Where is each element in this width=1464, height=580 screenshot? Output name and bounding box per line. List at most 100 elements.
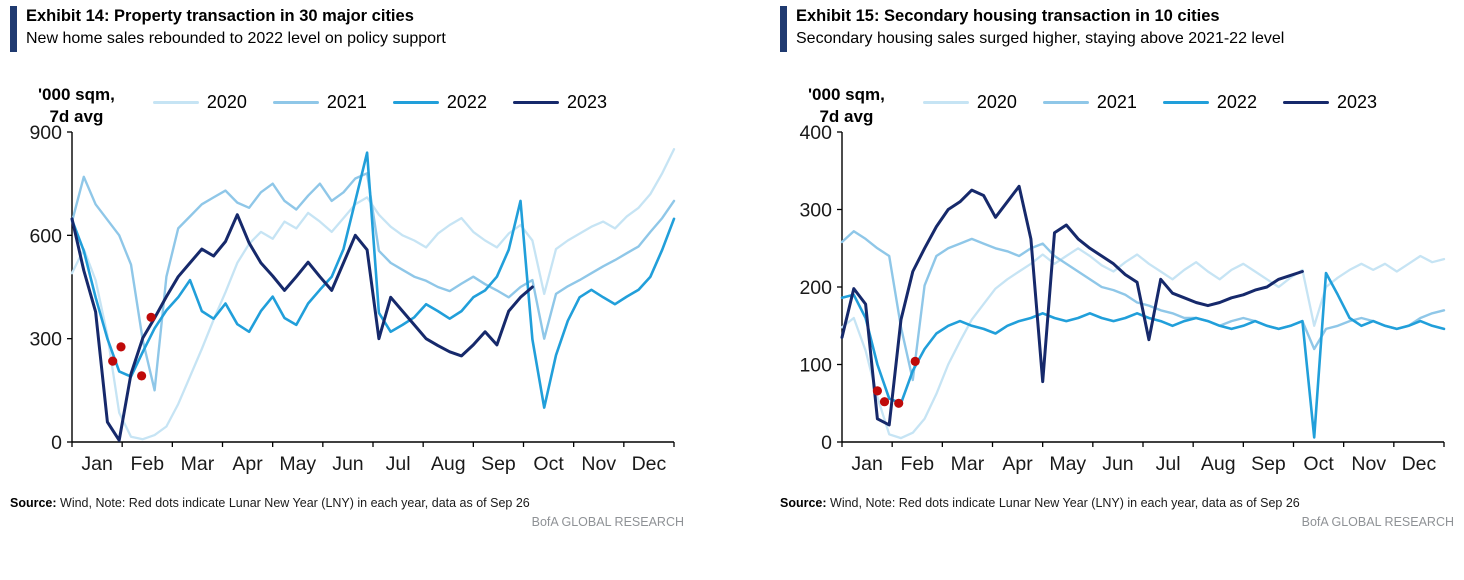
y-tick-label-200: 200 <box>799 277 832 299</box>
x-tick-label-Jan: Jan <box>851 453 882 475</box>
legend-swatch-2020 <box>922 100 969 105</box>
x-tick-label-Aug: Aug <box>431 453 466 475</box>
legend-swatch-2020 <box>152 100 199 105</box>
y-tick-label-100: 100 <box>799 355 832 377</box>
legend-swatch-2022 <box>392 100 439 105</box>
x-tick-label-Aug: Aug <box>1201 453 1236 475</box>
chart-top-row: '000 sqm, 7d avg 2020 2021 2022 2023 <box>10 84 688 128</box>
x-tick-label-Oct: Oct <box>533 453 564 475</box>
exhibit-15-panel: Exhibit 15: Secondary housing transactio… <box>780 6 1458 529</box>
legend-item-2020: 2020 <box>152 92 247 113</box>
exhibit-14-header: Exhibit 14: Property transaction in 30 m… <box>10 6 688 52</box>
chart-top-row: '000 sqm, 7d avg 2020 2021 2022 2023 <box>780 84 1458 128</box>
x-tick-label-Jun: Jun <box>332 453 363 475</box>
y-tick-label-900: 900 <box>29 122 62 144</box>
brand-label: BofA GLOBAL RESEARCH <box>1301 515 1454 530</box>
legend-label: 2023 <box>566 92 607 112</box>
x-tick-label-Feb: Feb <box>130 453 164 475</box>
legend-label: 2022 <box>1216 92 1257 112</box>
x-tick-label-Nov: Nov <box>581 453 616 475</box>
exhibit-15-header: Exhibit 15: Secondary housing transactio… <box>780 6 1458 52</box>
x-tick-label-Mar: Mar <box>181 453 215 475</box>
x-tick-label-May: May <box>1049 453 1086 475</box>
x-tick-label-Sep: Sep <box>1251 453 1286 475</box>
lny-dot-2023 <box>108 356 118 366</box>
y-tick-label-400: 400 <box>799 122 832 144</box>
x-tick-label-May: May <box>279 453 316 475</box>
legend-swatch-2023 <box>1282 100 1329 105</box>
header-text: Exhibit 15: Secondary housing transactio… <box>796 6 1284 52</box>
exhibit-subtitle: New home sales rebounded to 2022 level o… <box>26 30 446 48</box>
line-chart-property-transactions-30-cities: Jan Feb Mar Apr May Jun Jul Aug Sep Oct Nov Dec 0 300… <box>29 122 676 475</box>
exhibit-14-panel: Exhibit 14: Property transaction in 30 m… <box>10 6 688 529</box>
x-tick-label-Dec: Dec <box>632 453 667 475</box>
y-tick-label-300: 300 <box>799 200 832 222</box>
page: Exhibit 14: Property transaction in 30 m… <box>10 6 1458 529</box>
lny-dot-2020 <box>872 386 882 396</box>
x-tick-label-Jul: Jul <box>1156 453 1181 475</box>
exhibit-title: Exhibit 15: Secondary housing transactio… <box>796 7 1220 25</box>
y-tick-label-0: 0 <box>821 432 832 454</box>
source-label: Source: <box>10 496 57 511</box>
series-line-2021 <box>70 172 676 392</box>
legend-swatch-2021 <box>272 100 319 105</box>
series-line-2023 <box>840 184 1304 427</box>
legend-item-2022: 2022 <box>1162 92 1257 113</box>
exhibit-subtitle: Secondary housing sales surged higher, s… <box>796 30 1285 48</box>
y-tick-label-300: 300 <box>29 329 62 351</box>
lny-dot-2021 <box>146 312 156 323</box>
source-text: Wind, Note: Red dots indicate Lunar New … <box>56 496 530 511</box>
series-line-2022 <box>840 271 1446 439</box>
y-unit-line1: '000 sqm, <box>808 85 885 104</box>
accent-bar <box>780 6 787 52</box>
line-chart-secondary-housing-10-cities: Jan Feb Mar Apr May Jun Jul Aug Sep Oct Nov Dec 0 100… <box>799 122 1446 475</box>
source-text: Wind, Note: Red dots indicate Lunar New … <box>826 496 1300 511</box>
legend-label: 2020 <box>976 92 1017 112</box>
x-tick-label-Apr: Apr <box>1002 453 1033 475</box>
lny-dot-2023 <box>879 397 890 407</box>
x-tick-label-Feb: Feb <box>900 453 934 475</box>
x-tick-label-Dec: Dec <box>1402 453 1437 475</box>
source-label: Source: <box>780 496 827 511</box>
source-note: Source: Wind, Note: Red dots indicate Lu… <box>10 496 688 510</box>
series-line-2023 <box>70 213 534 442</box>
legend-item-2023: 2023 <box>1282 92 1377 113</box>
x-tick-label-Jun: Jun <box>1102 453 1133 475</box>
header-text: Exhibit 14: Property transaction in 30 m… <box>26 6 446 52</box>
accent-bar <box>10 6 17 52</box>
x-tick-label-Jul: Jul <box>386 453 411 475</box>
legend: 2020 2021 2022 2023 <box>922 92 1377 113</box>
y-axis-unit-label: '000 sqm, 7d avg <box>38 84 115 128</box>
lny-dot-2022 <box>894 398 904 409</box>
y-unit-line1: '000 sqm, <box>38 85 115 104</box>
x-tick-label-Oct: Oct <box>1303 453 1334 475</box>
lny-dot-2022 <box>137 371 147 381</box>
legend-label: 2020 <box>206 92 247 112</box>
legend-item-2021: 2021 <box>1042 92 1137 113</box>
legend-item-2023: 2023 <box>512 92 607 113</box>
x-tick-label-Nov: Nov <box>1351 453 1386 475</box>
legend-swatch-2023 <box>512 100 559 105</box>
y-unit-line2: 7d avg <box>819 107 874 127</box>
legend-label: 2021 <box>1096 92 1137 112</box>
legend-item-2020: 2020 <box>922 92 1017 113</box>
lny-dot-2021 <box>910 356 920 367</box>
x-tick-label-Apr: Apr <box>232 453 263 475</box>
legend: 2020 2021 2022 2023 <box>152 92 607 113</box>
source-note: Source: Wind, Note: Red dots indicate Lu… <box>780 496 1458 510</box>
legend-item-2021: 2021 <box>272 92 367 113</box>
legend-label: 2022 <box>446 92 487 112</box>
exhibit-title: Exhibit 14: Property transaction in 30 m… <box>26 7 414 25</box>
legend-label: 2023 <box>1336 92 1377 112</box>
x-tick-label-Jan: Jan <box>81 453 112 475</box>
y-unit-line2: 7d avg <box>49 107 104 127</box>
legend-label: 2021 <box>326 92 367 112</box>
lny-dot-2020 <box>116 342 126 352</box>
series-line-2022 <box>70 151 676 410</box>
brand-label: BofA GLOBAL RESEARCH <box>531 515 684 530</box>
y-tick-label-0: 0 <box>51 432 62 454</box>
series-line-2020 <box>840 247 1446 440</box>
y-axis-unit-label: '000 sqm, 7d avg <box>808 84 885 128</box>
y-tick-label-600: 600 <box>29 226 62 248</box>
legend-swatch-2022 <box>1162 100 1209 105</box>
